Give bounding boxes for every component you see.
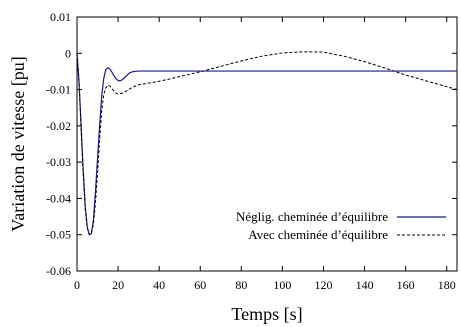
x-tick-label: 0 <box>74 278 80 292</box>
legend: Néglig. cheminée d’équilibre Avec cheminé… <box>236 209 446 242</box>
x-tick-label: 60 <box>194 278 206 292</box>
legend-label: Avec cheminée d’équilibre <box>248 227 388 242</box>
y-tick-label: -0.06 <box>46 264 71 278</box>
x-tick-label: 120 <box>314 278 332 292</box>
y-tick-label: -0.02 <box>46 119 71 133</box>
series-line-avec-cheminee <box>76 51 458 236</box>
x-axis-title: Temps [s] <box>231 304 302 324</box>
x-tick-label: 80 <box>235 278 247 292</box>
y-tick-label: 0.01 <box>50 10 71 24</box>
x-tick-label: 20 <box>112 278 124 292</box>
x-tick-label: 140 <box>356 278 374 292</box>
y-tick-label: 0 <box>65 46 71 60</box>
y-tick-label: -0.03 <box>46 155 71 169</box>
y-tick-label: -0.05 <box>46 228 71 242</box>
x-tick-label: 180 <box>438 278 456 292</box>
y-tick-label: -0.04 <box>46 191 71 205</box>
plot-area <box>76 16 458 272</box>
x-tick-label: 160 <box>397 278 415 292</box>
series-layer <box>76 51 458 236</box>
ticks-layer: 0 20 40 60 80 100 120 140 160 180 0.01 0 -0.01 -0.02 -… <box>46 10 457 292</box>
legend-label: Néglig. cheminée d’équilibre <box>236 209 388 224</box>
x-tick-label: 40 <box>153 278 165 292</box>
x-tick-label: 100 <box>273 278 291 292</box>
y-tick-label: -0.01 <box>46 83 71 97</box>
y-axis-title: Variation de vitesse [pu] <box>8 56 28 231</box>
